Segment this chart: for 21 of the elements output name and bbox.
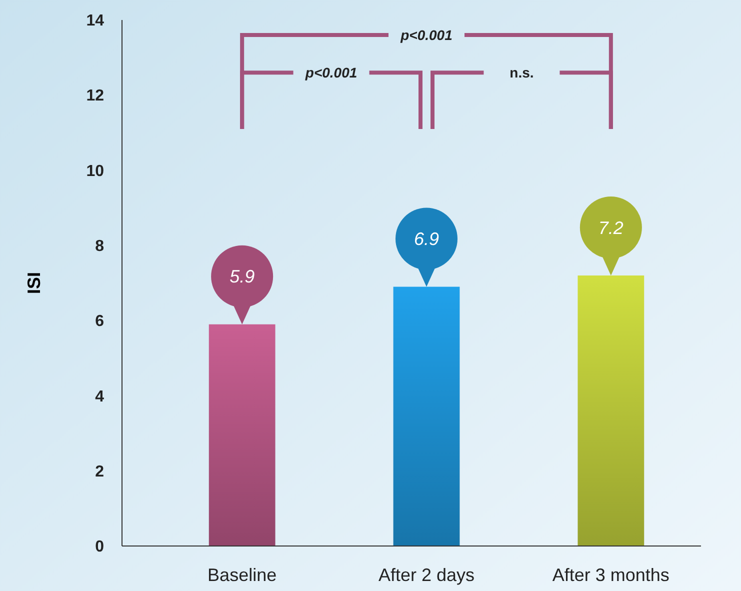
annotation: p<0.001: [304, 64, 358, 80]
y-tick-label: 6: [95, 313, 104, 330]
y-tick-label: 10: [86, 162, 104, 180]
annotation: n.s.: [510, 64, 534, 80]
bar: [393, 286, 460, 546]
y-tick-label: 4: [95, 388, 104, 406]
x-tick-label: Baseline: [208, 565, 277, 585]
x-tick-label: After 3 months: [552, 565, 670, 585]
y-tick-label: 14: [86, 12, 104, 30]
annotation: p<0.001: [400, 26, 453, 43]
data-label: 7.2: [598, 218, 624, 238]
data-label: 6.9: [414, 229, 440, 250]
y-axis-title: ISI: [24, 272, 44, 294]
bar: [208, 324, 276, 546]
data-label: 5.9: [230, 266, 255, 287]
y-tick-label: 0: [95, 538, 104, 556]
bar: [578, 275, 644, 546]
y-tick-label: 12: [86, 88, 104, 105]
y-tick-label: 2: [95, 463, 104, 480]
y-tick-label: 8: [95, 238, 104, 256]
x-tick-label: After 2 days: [378, 565, 475, 585]
